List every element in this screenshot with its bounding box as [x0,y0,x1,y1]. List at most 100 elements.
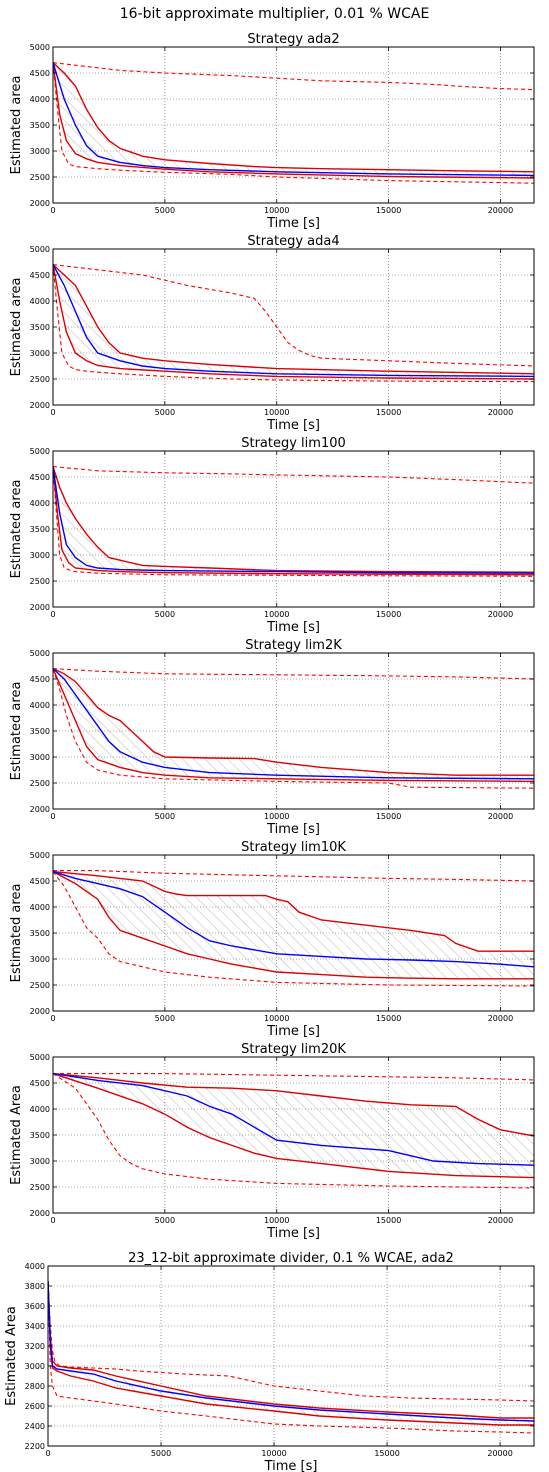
series-line-min [48,1280,534,1434]
chart-panel-4: 0 5000 10000 15000 20000 2000 2500 3000 3500 4000… [9,638,535,837]
y-tick-label: 3200 [25,1342,45,1351]
y-tick-label: 4500 [30,1079,50,1088]
x-tick-label: 10000 [264,812,289,821]
y-tick-label: 2500 [30,375,50,384]
y-tick-label: 4000 [30,1105,50,1114]
y-tick-label: 4500 [30,271,50,280]
series-line-median [53,264,534,378]
y-tick-label: 3500 [30,929,50,938]
y-tick-label: 3500 [30,121,50,130]
x-tick-label: 5000 [155,1216,175,1225]
y-tick-label: 4000 [30,95,50,104]
series-line-max [53,264,534,367]
chart-title: Strategy ada4 [247,234,339,249]
y-tick-label: 2000 [30,603,50,612]
y-tick-label: 4500 [30,473,50,482]
y-tick-label: 3000 [30,147,50,156]
series-line-q1 [53,1072,534,1179]
y-tick-label: 4000 [30,701,50,710]
x-axis-label: Time [s] [266,216,320,231]
series-line-q3 [53,1072,534,1137]
x-tick-label: 5000 [155,408,175,417]
x-tick-label: 5000 [155,812,175,821]
y-tick-label: 2500 [30,1183,50,1192]
y-tick-label: 5000 [30,447,50,456]
x-axis-label: Time [s] [266,1226,320,1241]
x-tick-label: 15000 [376,1014,401,1023]
series-line-max [53,668,534,680]
x-tick-label: 20000 [488,1216,513,1225]
y-tick-label: 5000 [30,43,50,52]
series-line-q1 [53,264,534,380]
y-tick-label: 3500 [30,1131,50,1140]
series-line-min [53,871,534,987]
series-line-q1 [53,870,534,980]
chart-title: 23_12-bit approximate divider, 0.1 % WCA… [128,1251,454,1266]
y-tick-label: 5000 [30,649,50,658]
series-line-max [53,466,534,484]
y-tick-label: 3600 [25,1302,45,1311]
x-tick-label: 10000 [264,206,289,215]
x-tick-label: 15000 [376,610,401,619]
y-tick-label: 3500 [30,323,50,332]
y-tick-label: 3500 [30,727,50,736]
x-axis-label: Time [s] [266,822,320,837]
series-line-median [48,1280,534,1422]
series-line-max [53,62,534,91]
y-axis-label: Estimated Area [9,1085,24,1185]
series-line-median [53,668,534,780]
series-line-median [53,1072,534,1166]
y-axis-label: Estimated area [9,480,24,579]
x-axis-label: Time [s] [266,1024,320,1039]
x-tick-label: 15000 [376,408,401,417]
series-line-min [53,62,534,184]
x-tick-label: 20000 [488,408,513,417]
x-tick-label: 0 [50,812,55,821]
y-tick-label: 5000 [30,1053,50,1062]
y-tick-label: 4500 [30,69,50,78]
y-tick-label: 2500 [30,577,50,586]
y-axis-label: Estimated area [9,76,24,175]
iqr-band [53,466,534,575]
y-tick-label: 4500 [30,675,50,684]
plot-frame [47,1265,535,1447]
y-tick-label: 2000 [30,401,50,410]
chart-title: Strategy lim2K [245,638,342,653]
x-tick-label: 5000 [155,206,175,215]
x-tick-label: 15000 [374,1449,399,1458]
x-tick-label: 10000 [264,408,289,417]
iqr-band [53,1073,534,1178]
y-tick-label: 5000 [30,245,50,254]
chart-panel-7: 0 5000 10000 15000 20000 2200 2400 2600 2800 3000… [4,1251,535,1472]
y-tick-label: 2400 [25,1422,45,1431]
x-tick-label: 20000 [487,1449,512,1458]
chart-title: Strategy lim10K [241,840,346,855]
x-tick-label: 20000 [488,610,513,619]
chart-title: Strategy lim20K [241,1042,346,1057]
y-tick-label: 4000 [30,903,50,912]
series-line-q3 [53,62,534,173]
x-tick-label: 0 [50,1014,55,1023]
x-tick-label: 0 [50,206,55,215]
series-line-q1 [53,668,534,783]
figure-suptitle: 16-bit approximate multiplier, 0.01 % WC… [119,6,430,22]
series-line-max [53,870,534,882]
series-line-q1 [53,62,534,179]
series-line-q3 [48,1280,534,1419]
y-tick-label: 4000 [30,499,50,508]
y-tick-label: 3000 [30,753,50,762]
series-line-max [48,1280,534,1402]
x-tick-label: 0 [50,610,55,619]
chart-title: Strategy lim100 [241,436,346,451]
series-line-q3 [53,466,534,573]
chart-panel-1: 0 5000 10000 15000 20000 2000 2500 3000 3500 4000… [9,32,535,231]
y-tick-label: 4500 [30,877,50,886]
chart-panel-6: 0 5000 10000 15000 20000 2000 2500 3000 3500 4000… [9,1042,535,1241]
x-tick-label: 20000 [488,1014,513,1023]
iqr-band [48,1281,534,1425]
series-line-q1 [48,1280,534,1426]
x-tick-label: 5000 [155,610,175,619]
x-tick-label: 15000 [376,812,401,821]
chart-panel-2: 0 5000 10000 15000 20000 2000 2500 3000 3500 4000… [9,234,535,433]
chart-title: Strategy ada2 [247,32,339,47]
